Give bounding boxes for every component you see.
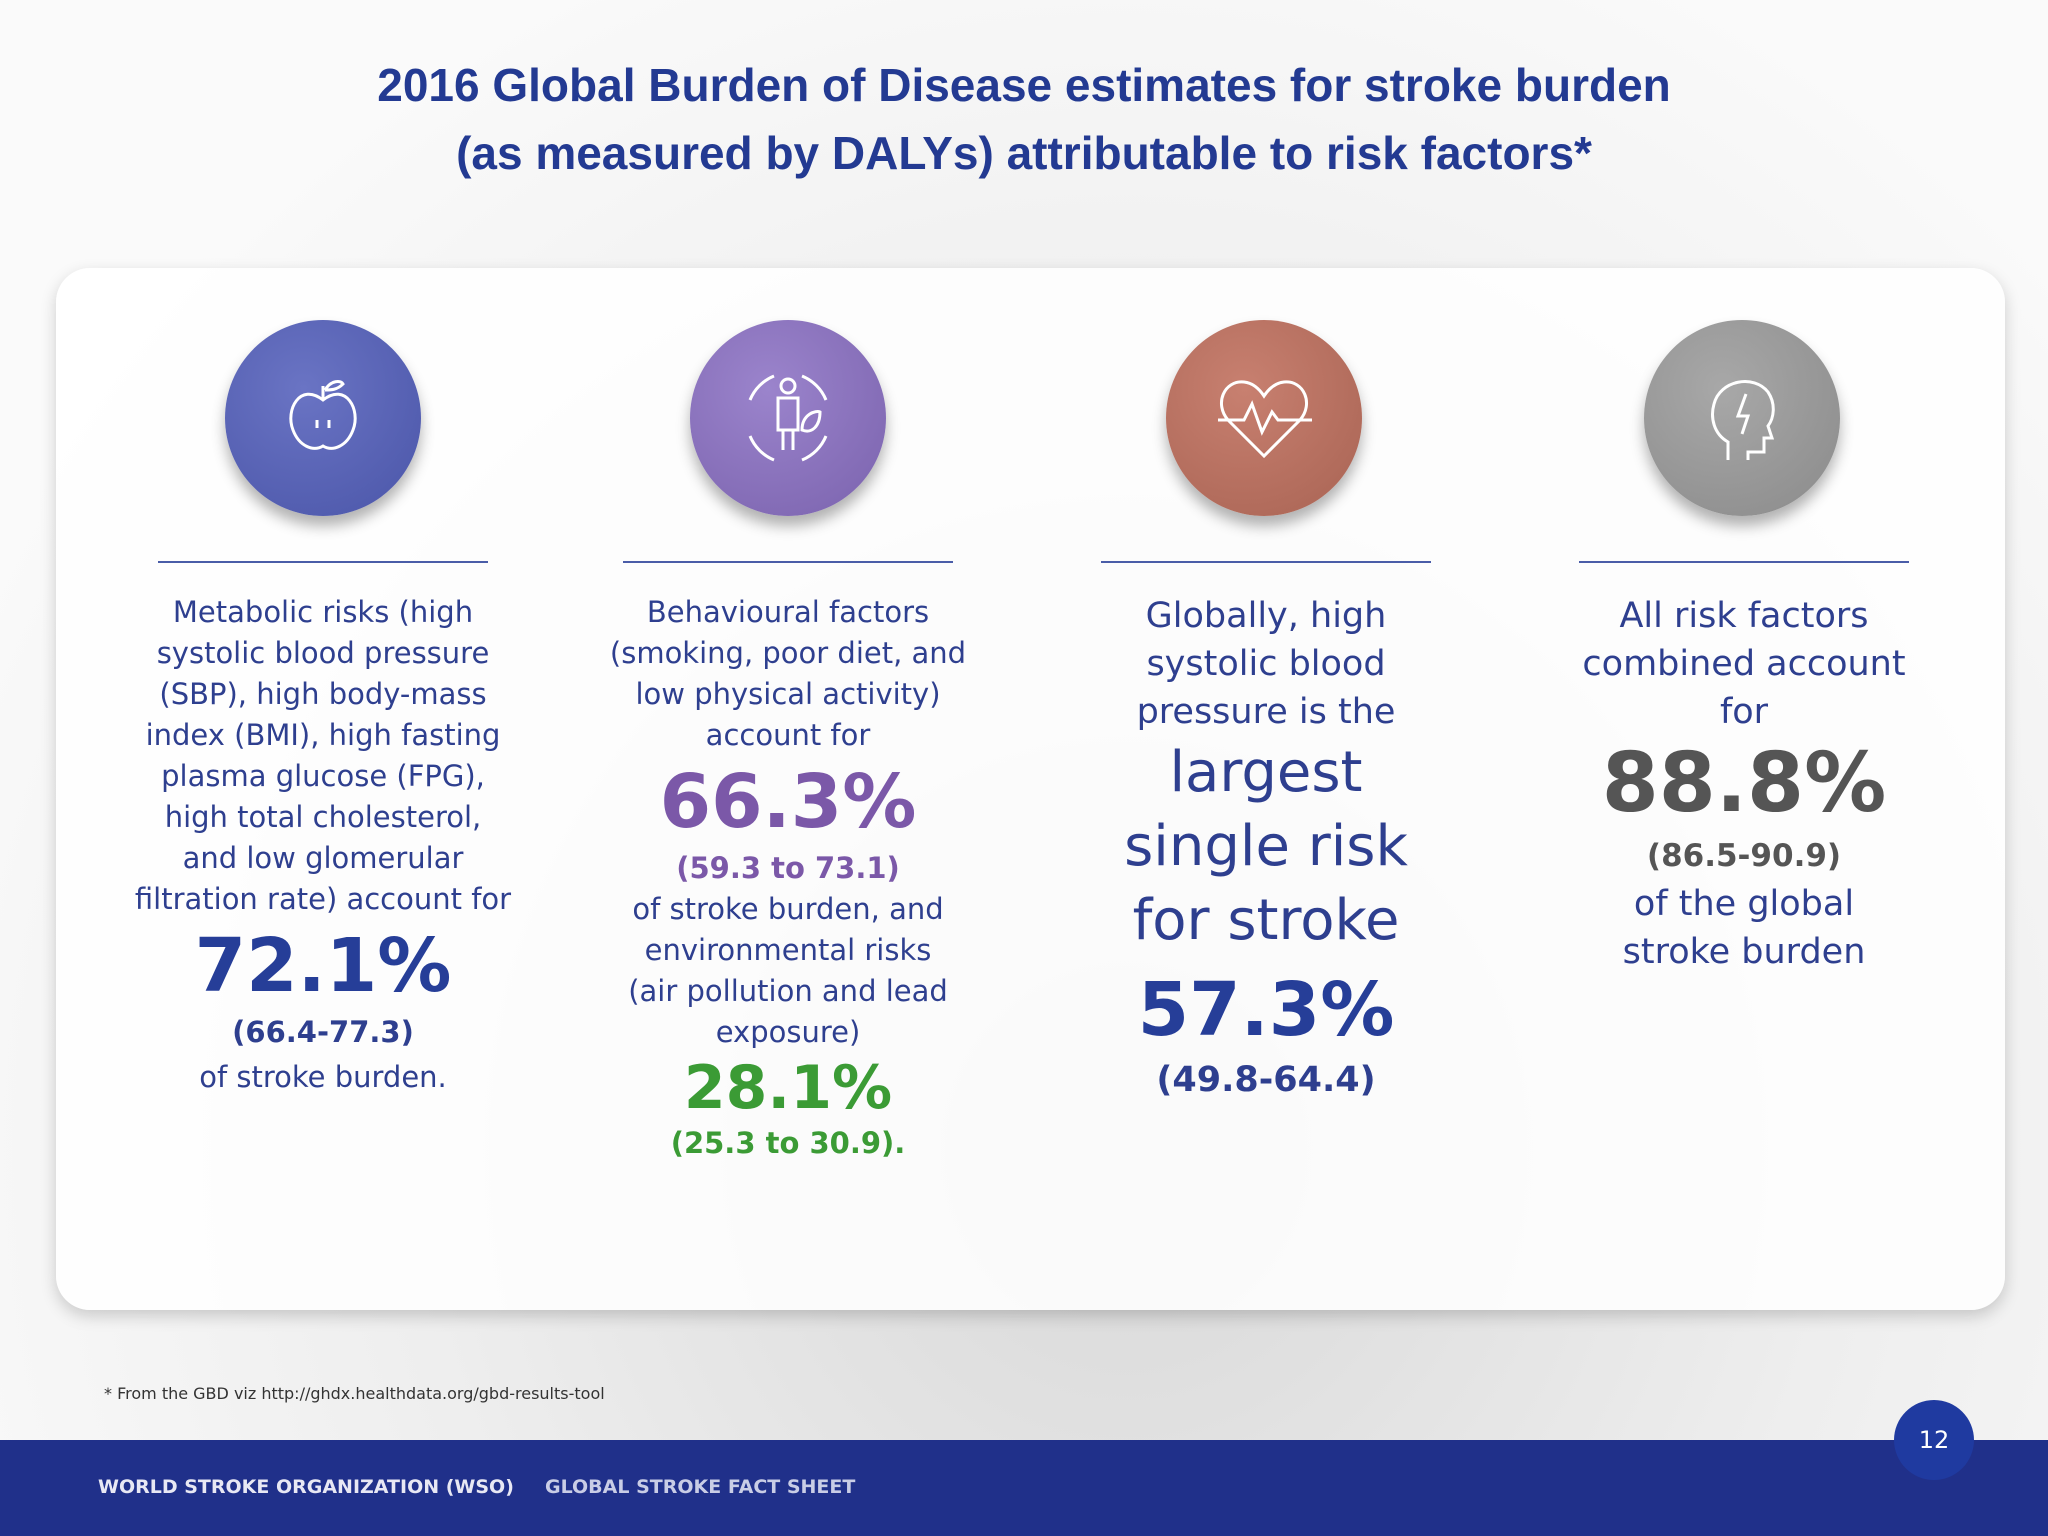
value: 72.1% [194,923,452,1009]
description: Behavioural factors (smoking, poor diet,… [609,595,967,752]
title-line: 2016 Global Burden of Disease estimates … [377,59,1671,111]
heart-icon [1166,320,1362,516]
suffix: of stroke burden. [199,1060,447,1094]
description: All risk factors combined account for [1582,596,1906,732]
divider [158,561,488,563]
head-icon [1644,320,1840,516]
value: 28.1% [683,1053,893,1123]
middle-text: of stroke burden, and environmental risk… [628,892,948,1049]
range: (49.8-64.4) [1156,1060,1376,1100]
divider [623,561,953,563]
card-column: Globally, high systolic blood pressure i… [1056,592,1476,1104]
card-column: Metabolic risks (high systolic blood pre… [113,592,533,1098]
card-column: Behavioural factors (smoking, poor diet,… [578,592,998,1164]
footer-band [0,1440,2048,1536]
divider [1101,561,1431,563]
value: 88.8% [1601,736,1887,831]
suffix: of the global stroke burden [1622,884,1866,972]
range: (66.4-77.3) [232,1015,414,1049]
value: 66.3% [659,759,917,845]
range: (25.3 to 30.9). [670,1126,906,1160]
description: Globally, high systolic blood pressure i… [1136,596,1396,732]
footer-organization: WORLD STROKE ORGANIZATION (WSO) [98,1476,514,1498]
icon-glyph [748,374,828,462]
apple-icon [225,320,421,516]
behaviour-icon [690,320,886,516]
footnote: * From the GBD viz http://ghdx.healthdat… [104,1384,605,1403]
icon-glyph [289,380,357,450]
icon-glyph [1711,380,1775,460]
range: (86.5-90.9) [1646,838,1842,874]
range: (59.3 to 73.1) [676,851,900,885]
title-line: (as measured by DALYs) attributable to r… [456,127,1592,179]
description: Metabolic risks (high systolic blood pre… [134,595,512,916]
page-number: 12 [1894,1400,1974,1480]
icon-glyph [1218,380,1312,459]
value: 57.3% [1137,967,1395,1053]
card-column: All risk factors combined account for 88… [1534,592,1954,976]
footer-document: GLOBAL STROKE FACT SHEET [545,1476,856,1498]
divider [1579,561,1909,563]
emphasis: largest single risk for stroke [1124,740,1408,953]
